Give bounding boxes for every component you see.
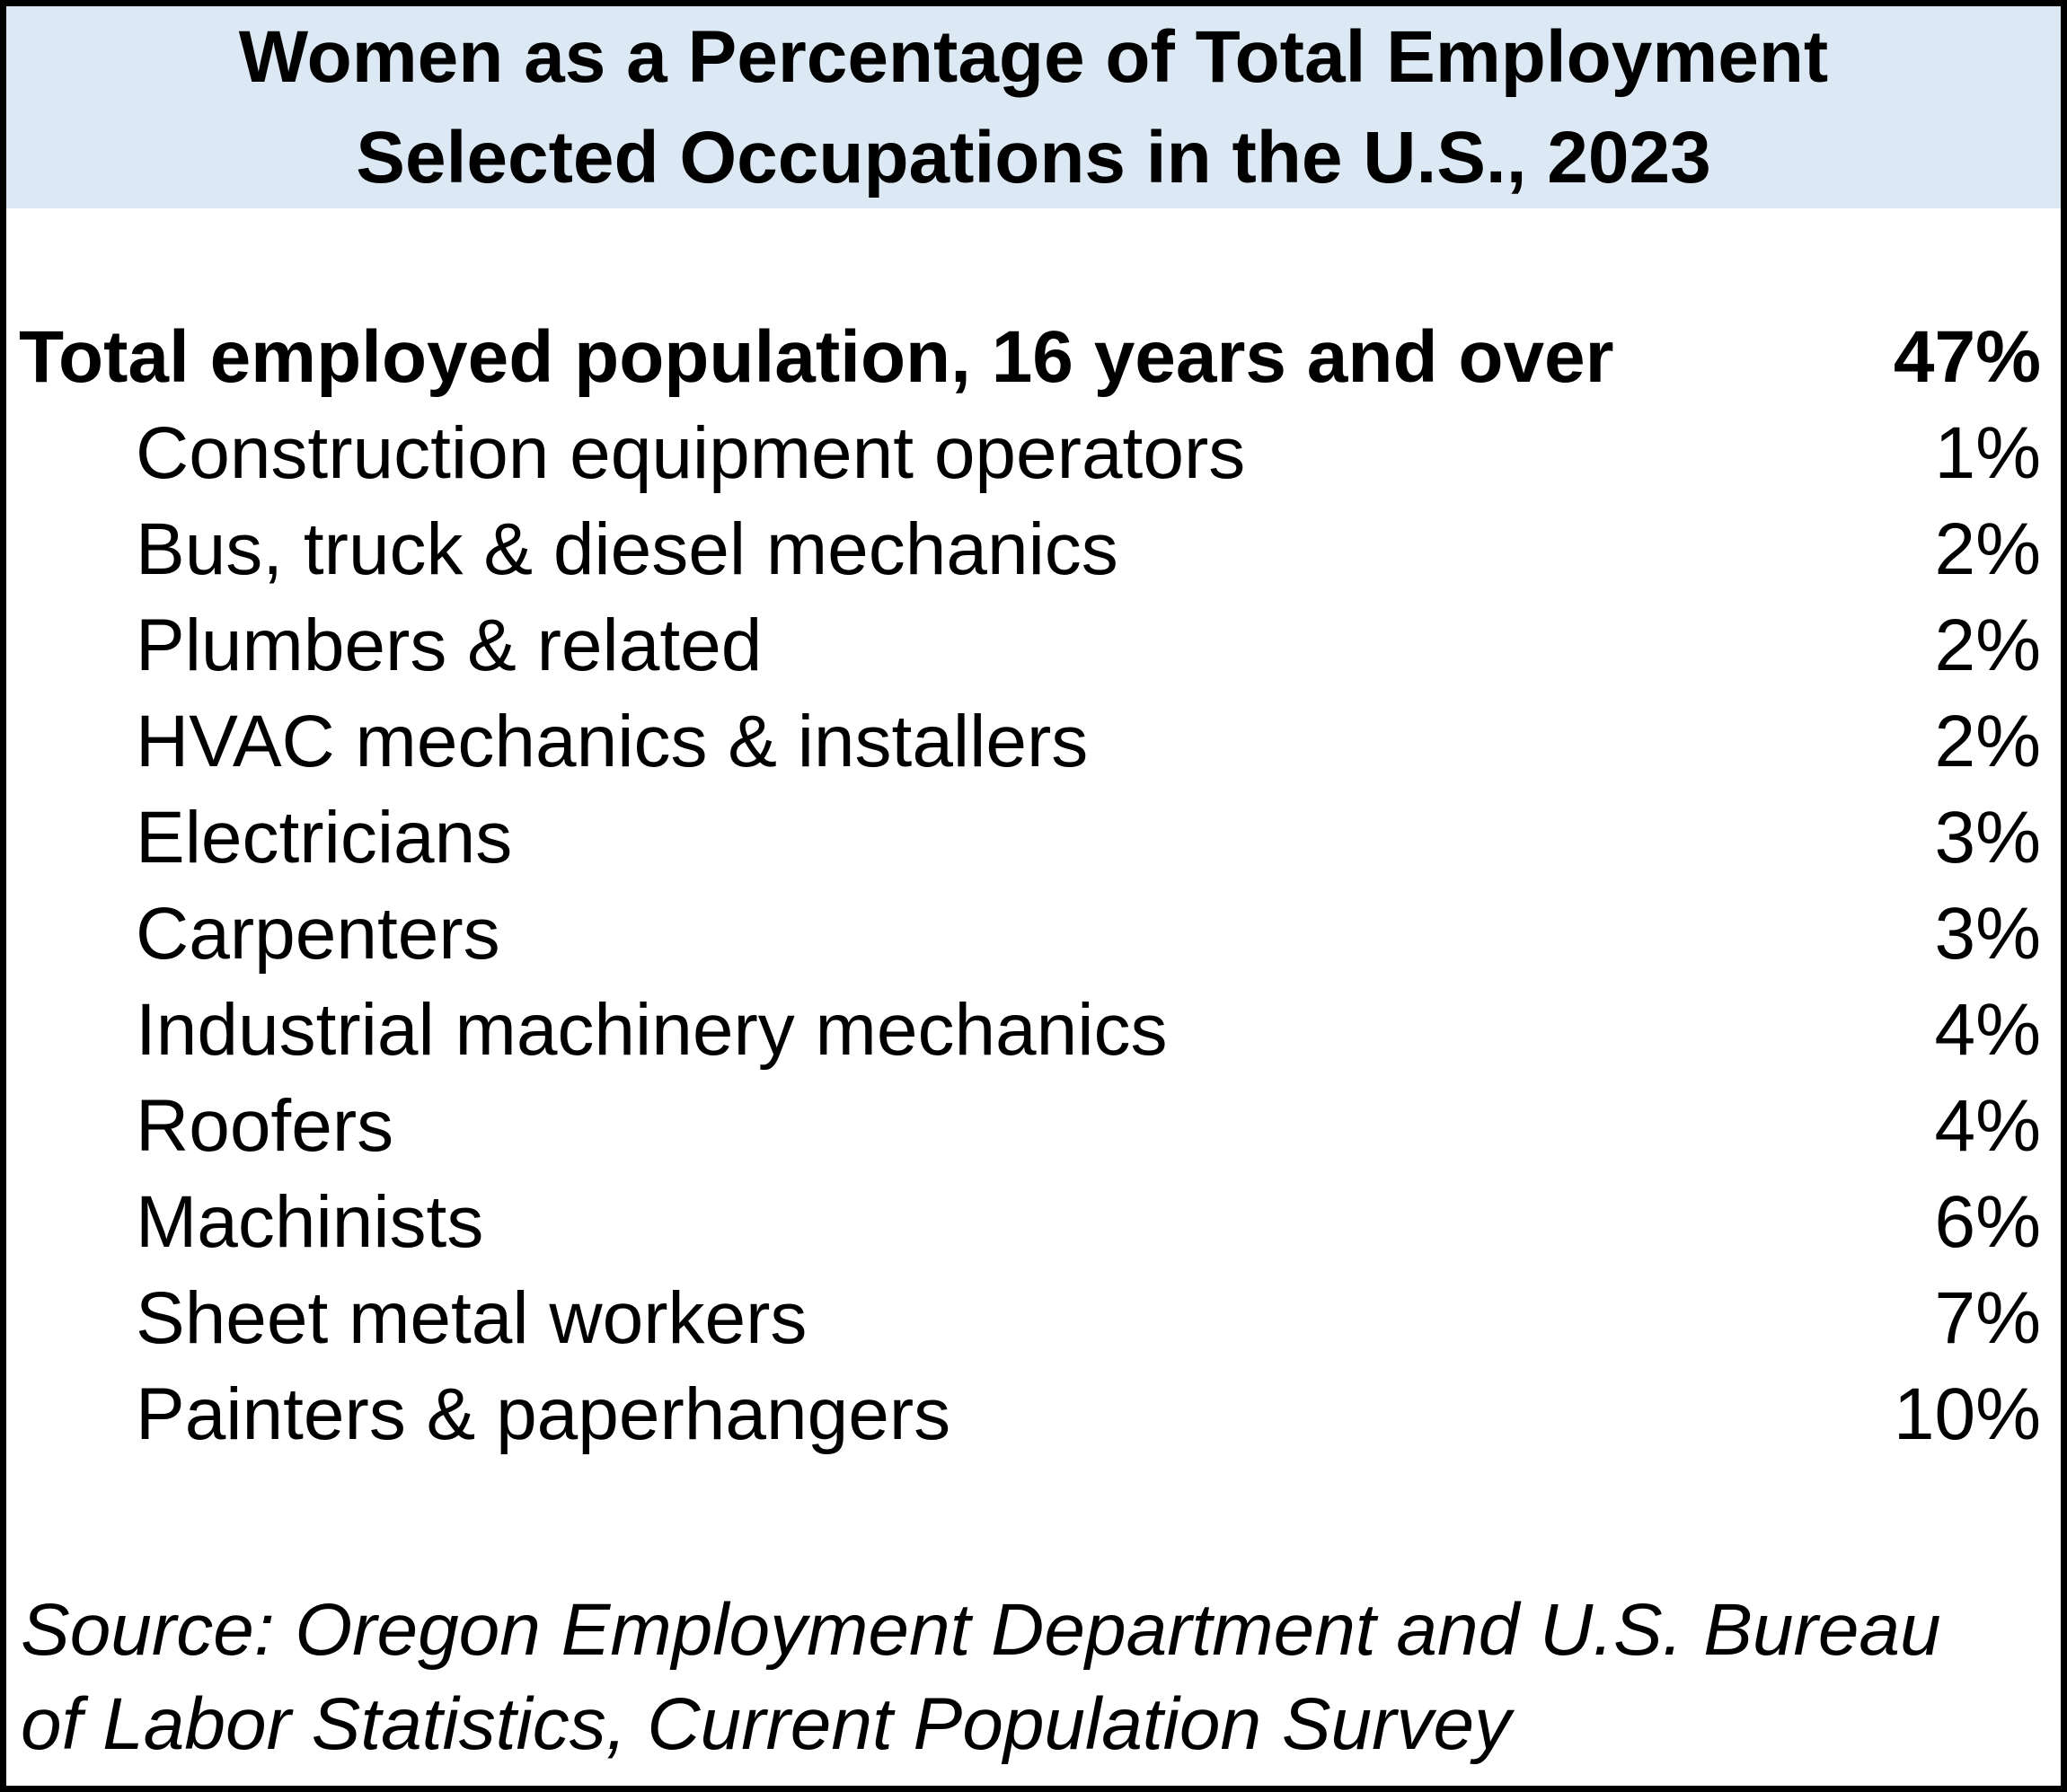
row-label: Electricians — [136, 797, 513, 878]
title-line-2: Selected Occupations in the U.S., 2023 — [356, 116, 1711, 199]
row-value: 6% — [1934, 1181, 2041, 1263]
row-label: Machinists — [136, 1181, 484, 1263]
table-row: HVAC mechanics & installers 2% — [6, 693, 2061, 790]
row-value: 3% — [1934, 797, 2041, 878]
row-label: Bus, truck & diesel mechanics — [136, 508, 1118, 590]
source-line-1: Source: Oregon Employment Department and… — [21, 1589, 1941, 1671]
row-label: Painters & paperhangers — [136, 1373, 951, 1455]
table-body: Total employed population, 16 years and … — [6, 208, 2061, 1462]
table-row: Sheet metal workers 7% — [6, 1270, 2061, 1366]
row-value: 3% — [1934, 893, 2041, 975]
row-value: 2% — [1934, 605, 2041, 686]
table-row: Electricians 3% — [6, 790, 2061, 886]
row-label: HVAC mechanics & installers — [136, 701, 1089, 782]
row-value: 2% — [1934, 701, 2041, 782]
table-row: Plumbers & related 2% — [6, 597, 2061, 693]
row-label: Roofers — [136, 1085, 394, 1167]
table-row: Bus, truck & diesel mechanics 2% — [6, 501, 2061, 597]
row-value: 7% — [1934, 1277, 2041, 1359]
table-row-total: Total employed population, 16 years and … — [6, 309, 2061, 405]
table-row: Machinists 6% — [6, 1174, 2061, 1270]
table-row: Painters & paperhangers 10% — [6, 1366, 2061, 1462]
source-line-2: of Labor Statistics, Current Population … — [21, 1683, 1512, 1765]
row-value: 10% — [1893, 1373, 2041, 1455]
table-row: Construction equipment operators 1% — [6, 405, 2061, 501]
row-label: Plumbers & related — [136, 605, 763, 686]
row-value: 4% — [1934, 1085, 2041, 1167]
table-row: Industrial machinery mechanics 4% — [6, 982, 2061, 1078]
table-row: Roofers 4% — [6, 1078, 2061, 1174]
row-value: 2% — [1934, 508, 2041, 590]
row-label: Sheet metal workers — [136, 1277, 808, 1359]
row-label: Total employed population, 16 years and … — [19, 316, 1614, 398]
row-label: Industrial machinery mechanics — [136, 989, 1168, 1071]
table-row: Carpenters 3% — [6, 886, 2061, 982]
table-title: Women as a Percentage of Total Employmen… — [6, 6, 2061, 208]
row-value: 47% — [1893, 316, 2041, 398]
row-value: 4% — [1934, 989, 2041, 1071]
source-note: Source: Oregon Employment Department and… — [6, 1583, 2061, 1771]
row-value: 1% — [1934, 412, 2041, 494]
occupation-rows: Construction equipment operators 1% Bus, t… — [6, 405, 2061, 1462]
row-label: Carpenters — [136, 893, 500, 975]
row-label: Construction equipment operators — [136, 412, 1246, 494]
title-line-1: Women as a Percentage of Total Employmen… — [238, 15, 1829, 98]
